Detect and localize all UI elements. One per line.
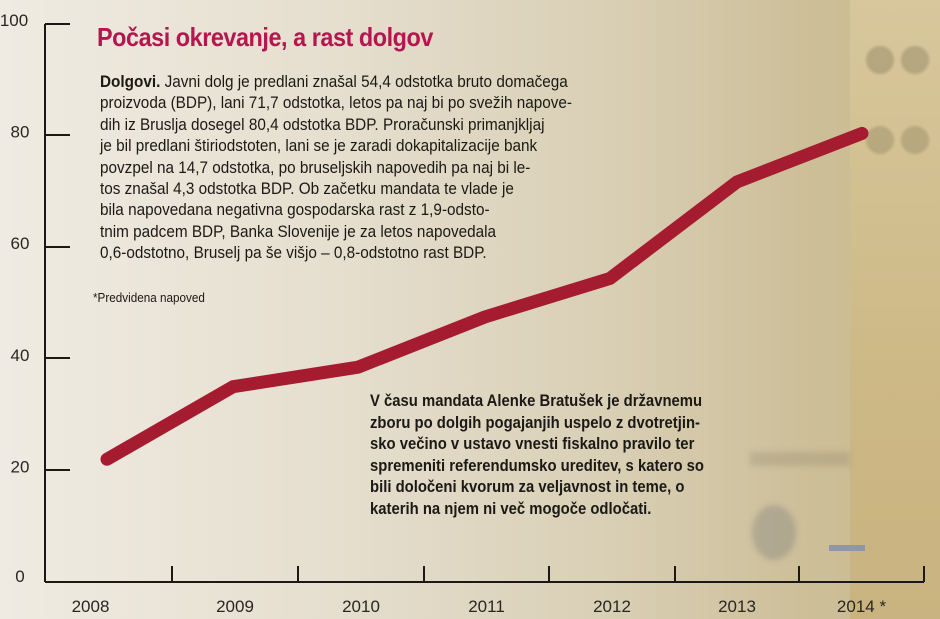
x-tick-label: 2012 <box>593 597 631 616</box>
x-tick-label: 2011 <box>468 597 505 616</box>
annotation-line: spremeniti referendumsko ureditev, s kat… <box>370 456 704 475</box>
annotation-line: V času mandata Alenke Bratušek je državn… <box>370 392 703 410</box>
footnote: *Predvidena napoved <box>93 290 205 305</box>
annotation-line: bili določeni kvorum za veljavnost in te… <box>370 478 685 497</box>
y-tick-label: 60 <box>11 234 30 253</box>
y-tick-label: 20 <box>11 457 30 476</box>
x-tick-labels: 2008 2009 2010 2011 2012 2013 2014 * <box>72 597 887 616</box>
y-tick-label: 80 <box>11 123 30 142</box>
description-line: proizvoda (BDP), lani 71,7 odstotka, let… <box>100 93 573 113</box>
x-tick-label: 2008 <box>72 597 110 616</box>
chart-title: Počasi okrevanje, a rast dolgov <box>97 22 433 52</box>
background-blob <box>752 505 796 560</box>
description-line: Dolgovi. Javni dolg je predlani znašal 5… <box>100 72 568 91</box>
debt-series-line <box>100 126 869 466</box>
y-tick-label: 0 <box>15 567 24 586</box>
description-line: tos znašal 4,3 odstotka BDP. Ob začetku … <box>100 179 514 199</box>
description-line: 0,6-odstotno, Bruselj pa še višjo – 0,8-… <box>100 243 487 263</box>
x-axis <box>45 566 925 583</box>
annotation-text: V času mandata Alenke Bratušek je državn… <box>370 391 784 521</box>
background-texture <box>850 0 940 619</box>
description-text: Dolgovi. Javni dolg je predlani znašal 5… <box>100 71 658 264</box>
description-line: tnim padcem BDP, Banka Slovenije je za l… <box>100 221 497 241</box>
description-line: bila napovedana negativna gospodarska ra… <box>100 200 490 220</box>
y-tick-label: 100 <box>0 11 28 30</box>
y-axis <box>44 23 70 582</box>
x-tick-label: 2010 <box>342 597 380 616</box>
x-tick-label: 2009 <box>216 597 254 616</box>
x-tick-label: 2013 <box>718 597 756 616</box>
x-tick-label: 2014 * <box>837 597 887 616</box>
description-line: dih iz Bruslja dosegel 80,4 odstotka BDP… <box>100 114 545 134</box>
description-lead: Dolgovi. <box>100 72 161 91</box>
annotation-line: zboru po dolgih pogajanjih uspelo z dvot… <box>370 413 700 432</box>
annotation-line: sko večino v ustavo vnesti fiskalno prav… <box>370 435 695 454</box>
background-mark <box>829 545 865 551</box>
annotation-line: katerih na njem ni več mogoče odločati. <box>370 499 652 518</box>
y-tick-labels: 0 20 40 60 80 100 <box>0 11 29 586</box>
background-smudge <box>750 452 850 466</box>
description-line: je bil predlani štiriodstoten, lani se j… <box>100 136 538 156</box>
y-tick-label: 40 <box>11 346 30 365</box>
description-line: povzpel na 14,7 odstotka, po bruseljskih… <box>100 157 531 177</box>
